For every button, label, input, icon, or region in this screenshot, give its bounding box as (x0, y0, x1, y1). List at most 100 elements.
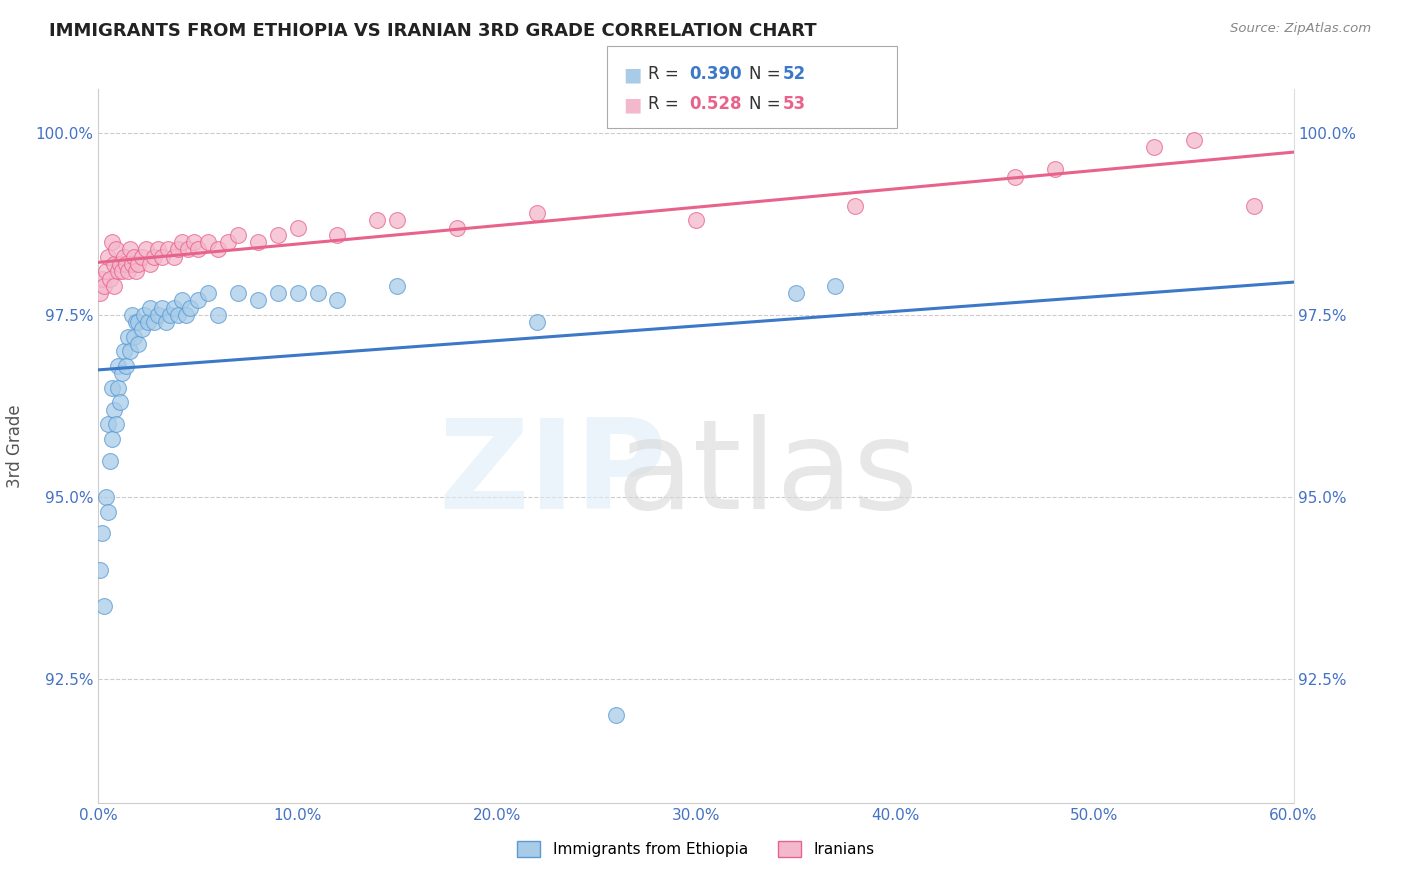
Point (120, 344, 142, 359)
Point (226, 286, 249, 301)
Point (91, 526, 114, 541)
Point (246, 293, 269, 308)
Point (385, 278, 409, 293)
Point (97, 504, 120, 518)
Text: 52: 52 (783, 65, 806, 83)
Point (1182, 133, 1205, 147)
Point (91, 271, 114, 285)
Text: atlas: atlas (617, 414, 918, 535)
Point (148, 308, 170, 322)
Point (197, 286, 219, 301)
Point (326, 227, 349, 242)
Point (1243, 199, 1265, 213)
Point (125, 315, 148, 329)
Point (1043, 162, 1066, 177)
Point (148, 243, 170, 257)
Point (117, 264, 139, 278)
Point (107, 381, 129, 395)
Text: IMMIGRANTS FROM ETHIOPIA VS IRANIAN 3RD GRADE CORRELATION CHART: IMMIGRANTS FROM ETHIOPIA VS IRANIAN 3RD … (49, 22, 817, 40)
Point (526, 206, 548, 220)
Point (226, 227, 249, 242)
Point (131, 322, 153, 336)
Point (96, 264, 118, 278)
Point (89, 286, 111, 301)
Point (187, 293, 209, 308)
Point (127, 315, 149, 329)
Point (246, 235, 269, 249)
Point (101, 432, 124, 446)
Point (110, 395, 132, 409)
Text: 53: 53 (783, 95, 806, 113)
Text: ■: ■ (623, 95, 641, 114)
Point (267, 227, 290, 242)
Point (143, 250, 166, 264)
Point (287, 286, 309, 301)
Point (96, 490, 118, 504)
Point (307, 286, 329, 301)
Point (112, 250, 135, 264)
Text: R =: R = (648, 65, 685, 83)
Point (134, 308, 156, 322)
Point (136, 315, 159, 329)
Text: ZIP: ZIP (439, 414, 666, 535)
Point (139, 257, 162, 271)
Point (163, 301, 186, 315)
Point (207, 243, 229, 257)
Point (98, 271, 122, 285)
Text: N =: N = (749, 65, 786, 83)
Point (143, 315, 166, 329)
Point (131, 250, 153, 264)
Point (124, 250, 146, 264)
Point (287, 220, 309, 235)
Point (124, 330, 146, 344)
Point (107, 264, 129, 278)
Point (526, 315, 548, 329)
Point (110, 257, 132, 271)
Text: N =: N = (749, 95, 786, 113)
Point (183, 235, 205, 249)
Point (121, 308, 143, 322)
Text: R =: R = (648, 95, 685, 113)
Point (150, 301, 173, 315)
Point (150, 250, 173, 264)
Point (172, 235, 194, 249)
Point (93, 599, 115, 614)
Point (103, 278, 125, 293)
Point (157, 243, 180, 257)
Point (139, 301, 162, 315)
Point (159, 308, 181, 322)
Point (267, 286, 290, 301)
Point (824, 278, 846, 293)
Text: Source: ZipAtlas.com: Source: ZipAtlas.com (1230, 22, 1371, 36)
Point (135, 243, 157, 257)
Point (89, 563, 111, 577)
Point (127, 257, 149, 271)
Y-axis label: 3rd Grade: 3rd Grade (7, 404, 24, 488)
Point (197, 235, 219, 249)
Point (155, 315, 177, 329)
Point (167, 308, 190, 322)
Point (207, 308, 229, 322)
Point (217, 235, 239, 249)
Point (117, 330, 139, 344)
Point (167, 243, 190, 257)
Point (179, 301, 201, 315)
Point (98, 453, 122, 467)
Point (105, 243, 128, 257)
Point (111, 366, 134, 380)
Point (105, 417, 128, 432)
Point (120, 243, 142, 257)
Point (446, 220, 468, 235)
Point (326, 293, 349, 308)
Point (125, 264, 148, 278)
Point (107, 359, 129, 373)
Point (103, 257, 125, 271)
Point (103, 402, 125, 417)
Point (101, 235, 124, 249)
Text: 0.390: 0.390 (689, 65, 741, 83)
Point (97, 417, 120, 432)
Point (101, 381, 124, 395)
Point (174, 308, 197, 322)
Point (97, 250, 120, 264)
Point (172, 293, 194, 308)
